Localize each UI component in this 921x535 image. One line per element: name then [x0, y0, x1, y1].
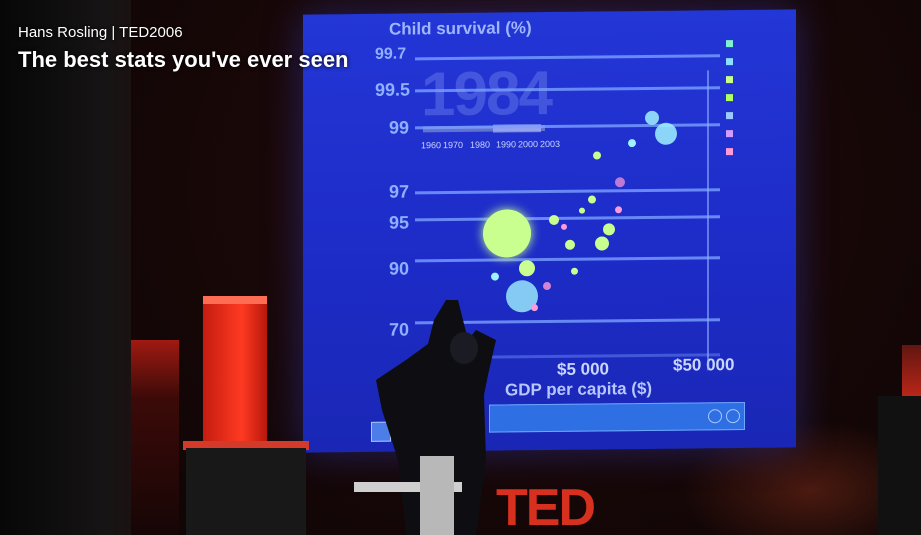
bubble	[628, 139, 636, 148]
plinth	[186, 448, 306, 535]
bubble	[483, 209, 531, 258]
plinth-top	[183, 441, 309, 450]
bubble	[645, 110, 659, 125]
legend-swatch	[726, 40, 733, 48]
legend-swatch	[726, 112, 733, 120]
bubble	[615, 177, 625, 188]
ted-logo: TED	[496, 479, 596, 535]
y-tick-label: 95	[389, 212, 410, 233]
stage-right-table	[878, 396, 921, 535]
presenter-silhouette	[376, 300, 496, 535]
y-tick-label: 99.7	[375, 45, 407, 63]
bubble	[565, 239, 575, 250]
bubble	[588, 195, 596, 204]
bubble	[579, 207, 585, 214]
bubble	[615, 206, 622, 214]
legend-swatch	[726, 76, 733, 84]
bubble	[655, 122, 677, 145]
timeline-year-label: 1980	[470, 139, 491, 150]
stage-left-red-prop	[131, 340, 179, 535]
talk-title: The best stats you've ever seen	[18, 47, 349, 72]
legend-swatch	[726, 130, 733, 138]
bubble	[571, 267, 578, 275]
gridline	[415, 188, 720, 195]
bubble	[519, 260, 535, 277]
bubble	[531, 304, 538, 312]
bubble	[595, 236, 609, 251]
legend-swatch	[726, 148, 733, 156]
lectern	[420, 456, 454, 535]
stage-right-prop	[902, 345, 921, 405]
x-tick-label: $5 000	[557, 359, 609, 379]
bubble	[561, 223, 567, 230]
gridline	[415, 256, 720, 263]
bubble	[549, 214, 559, 226]
y-tick-label: 90	[389, 258, 410, 279]
slide-year: 1984	[421, 58, 551, 130]
slide-playback-controls	[489, 401, 745, 433]
bubble	[491, 272, 499, 281]
timeline-year-label: 1970	[443, 139, 464, 151]
y-tick-label: 97	[389, 181, 410, 202]
bubble	[593, 151, 601, 160]
timeline-year-label: 2003	[540, 138, 561, 150]
legend-swatch	[726, 58, 733, 66]
red-display-box-top	[203, 296, 267, 304]
slide-title: Child survival (%)	[389, 18, 532, 39]
lectern-top	[354, 482, 462, 492]
speaker-event-label: Hans Rosling | TED2006	[18, 24, 183, 41]
stop-icon	[726, 409, 740, 424]
gridline	[415, 215, 720, 222]
left-dark-panel	[0, 0, 131, 535]
y-tick-label: 99	[389, 117, 410, 138]
bubble	[603, 223, 615, 236]
red-display-box	[203, 296, 267, 448]
chart-right-border	[701, 70, 709, 371]
timeline-year-label: 1960	[421, 140, 442, 151]
x-axis-label: GDP per capita ($)	[505, 378, 653, 400]
timeline-year-label: 1990	[496, 139, 517, 150]
legend-swatch	[726, 94, 733, 102]
gridline	[415, 54, 720, 61]
y-tick-label: 99.5	[375, 79, 411, 100]
bubble	[543, 281, 551, 291]
timeline-year-label: 2000	[518, 139, 539, 150]
play-icon	[708, 409, 722, 424]
